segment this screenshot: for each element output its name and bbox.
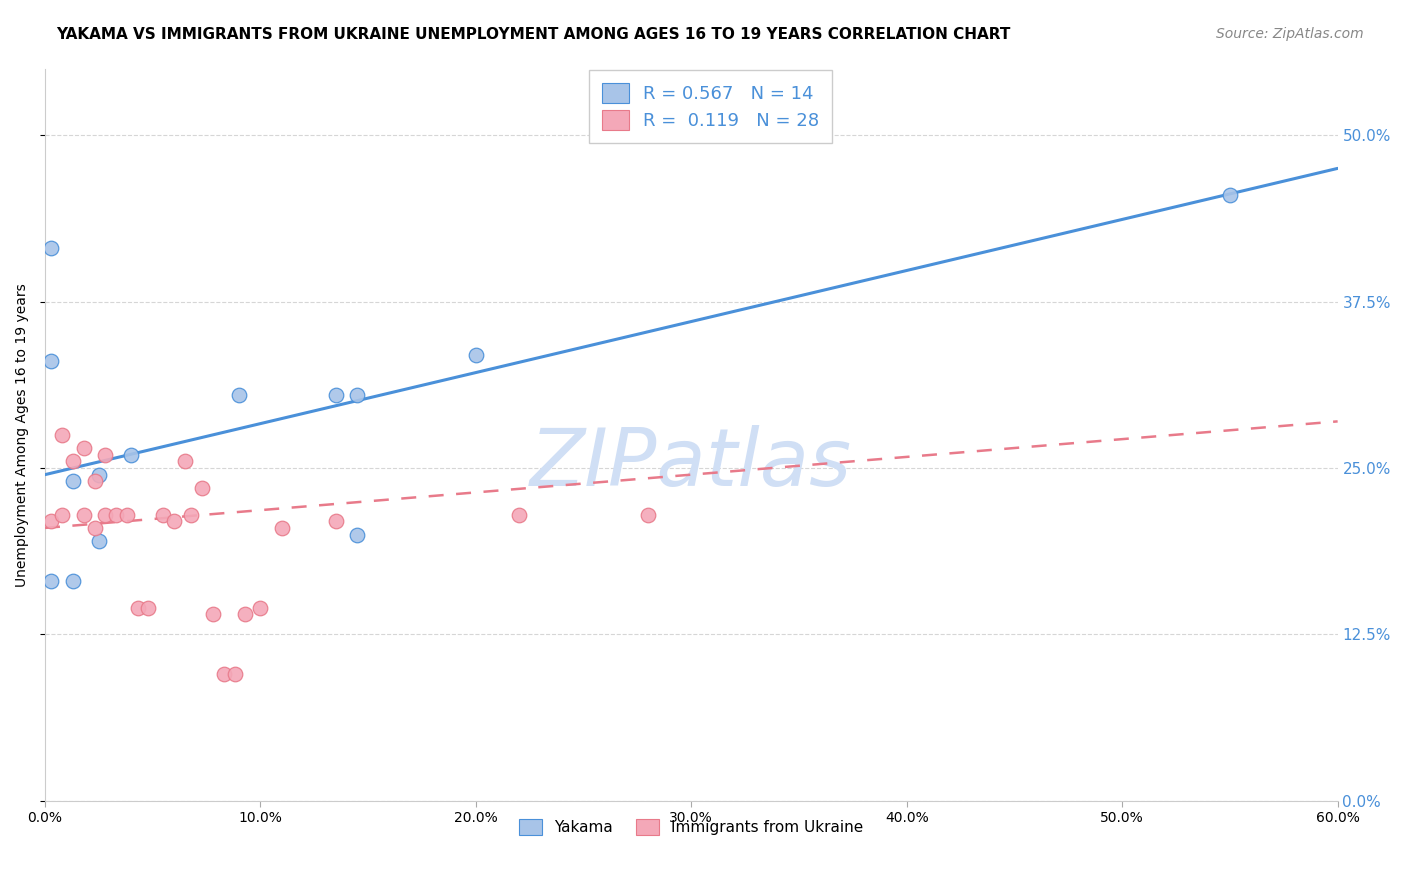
Point (41, 354, 63, 368)
Point (41, 514, 63, 528)
Point (83, 475, 105, 489)
Point (233, 607, 256, 622)
Point (87, 467, 110, 482)
Point (62, 574, 84, 589)
Point (163, 514, 186, 528)
Point (120, 448, 142, 462)
Point (202, 607, 225, 622)
Point (180, 508, 202, 522)
Point (249, 600, 271, 615)
Point (191, 481, 214, 495)
Point (41, 574, 63, 589)
Point (62, 475, 84, 489)
Point (325, 514, 347, 528)
Point (212, 667, 235, 681)
Point (51, 508, 73, 522)
Text: YAKAMA VS IMMIGRANTS FROM UKRAINE UNEMPLOYMENT AMONG AGES 16 TO 19 YEARS CORRELA: YAKAMA VS IMMIGRANTS FROM UKRAINE UNEMPL… (56, 27, 1011, 42)
Point (94, 448, 117, 462)
Point (87, 534, 110, 549)
Point (73, 441, 96, 455)
Point (94, 508, 117, 522)
Text: Source: ZipAtlas.com: Source: ZipAtlas.com (1216, 27, 1364, 41)
Legend: Yakama, Immigrants from Ukraine: Yakama, Immigrants from Ukraine (510, 810, 873, 845)
Y-axis label: Unemployment Among Ages 16 to 19 years: Unemployment Among Ages 16 to 19 years (15, 283, 30, 587)
Point (83, 521, 105, 535)
Point (105, 508, 128, 522)
Point (138, 600, 160, 615)
Point (174, 454, 197, 468)
Point (508, 508, 530, 522)
Point (152, 508, 174, 522)
Point (325, 388, 347, 402)
Point (73, 508, 96, 522)
Point (41, 241, 63, 255)
Point (51, 427, 73, 442)
Point (115, 508, 138, 522)
Point (127, 600, 149, 615)
Point (224, 667, 246, 681)
Point (346, 527, 368, 541)
Text: ZIPatlas: ZIPatlas (530, 425, 852, 503)
Point (464, 348, 486, 362)
Point (1219, 188, 1241, 202)
Point (271, 521, 294, 535)
Point (346, 388, 368, 402)
Point (228, 388, 250, 402)
Point (637, 508, 659, 522)
Point (62, 454, 84, 468)
